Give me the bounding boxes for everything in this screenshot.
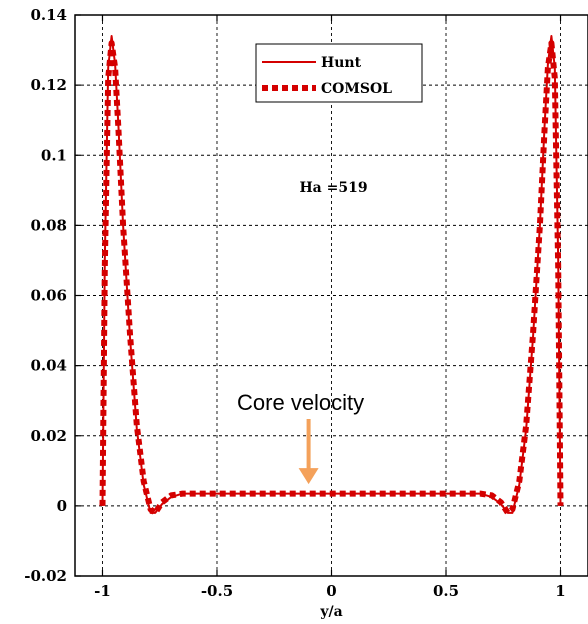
series-lines (99, 35, 564, 516)
y-tick-label-6: 0.1 (41, 146, 67, 164)
y-tick-label-0: -0.02 (24, 567, 67, 585)
core-velocity-arrow-icon (298, 419, 319, 485)
core-velocity-callout: Core velocity (237, 390, 364, 415)
y-tick-label-3: 0.04 (30, 357, 67, 375)
y-tick-label-8: 0.14 (30, 6, 67, 24)
hartmann-number-annotation: Ha =519 (299, 180, 367, 196)
x-tick-label-3: 0.5 (433, 582, 459, 600)
x-tick-label-2: 0 (326, 582, 336, 600)
x-tick-label-0: -1 (94, 582, 111, 600)
legend: Hunt COMSOL (255, 43, 423, 103)
y-tick-label-1: 0 (57, 497, 67, 515)
legend-box (255, 43, 423, 103)
x-tick-label-1: -0.5 (201, 582, 233, 600)
series-line-comsol (99, 40, 564, 516)
y-tick-label-7: 0.12 (30, 76, 67, 94)
axis-ticks: -1 -0.5 0 0.5 1 -0.02 0 0.02 0.04 0.06 0.08 0.1 0.12… (24, 6, 566, 600)
x-axis-label: y/a (319, 604, 342, 620)
arrow-head (298, 468, 319, 485)
x-tick-label-4: 1 (555, 582, 565, 600)
legend-label-comsol: COMSOL (321, 81, 392, 97)
legend-label-hunt: Hunt (321, 55, 362, 71)
y-tick-label-5: 0.08 (30, 216, 67, 234)
y-tick-label-4: 0.06 (30, 287, 67, 305)
plot-frame (74, 14, 588, 577)
y-tick-label-2: 0.02 (30, 427, 67, 445)
